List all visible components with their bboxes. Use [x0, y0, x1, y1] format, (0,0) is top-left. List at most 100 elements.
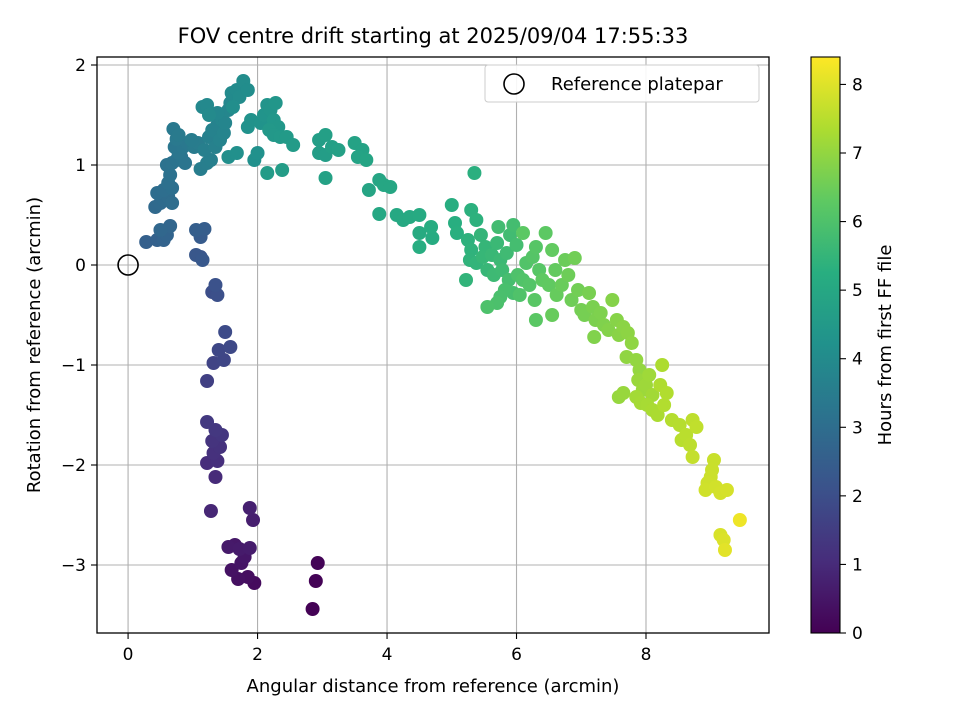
data-point — [548, 263, 563, 277]
data-point — [685, 450, 700, 464]
data-point — [616, 386, 631, 400]
data-point — [473, 228, 488, 242]
legend-marker-icon — [503, 73, 525, 95]
data-point — [218, 325, 233, 339]
y-tick-label: 0 — [75, 256, 86, 276]
colorbar: 0 1 2 3 4 5 6 7 8 Hours from first FF file — [810, 56, 896, 644]
data-point — [717, 543, 732, 557]
data-point — [383, 180, 398, 194]
data-point — [541, 278, 556, 292]
y-axis-ticks: −3 −2 −1 0 1 2 — [61, 56, 97, 576]
colorbar-tick-label: 4 — [852, 350, 863, 370]
x-tick-label: 8 — [641, 645, 652, 665]
x-tick-label: 2 — [252, 645, 263, 665]
data-point — [449, 226, 464, 240]
data-point — [211, 343, 226, 357]
x-tick-label: 0 — [123, 645, 134, 665]
data-point — [200, 415, 215, 429]
data-point — [275, 163, 290, 177]
data-point — [412, 226, 427, 240]
colorbar-tick-label: 6 — [852, 213, 863, 233]
data-point — [499, 246, 514, 260]
data-point — [229, 146, 244, 160]
data-point — [221, 540, 236, 554]
colorbar-label: Hours from first FF file — [875, 245, 896, 446]
data-point — [545, 308, 560, 322]
data-point — [512, 288, 527, 302]
data-point — [444, 198, 459, 212]
y-tick-label: 2 — [75, 56, 86, 76]
data-point — [260, 166, 275, 180]
data-point — [528, 240, 543, 254]
data-point — [425, 231, 440, 245]
data-point — [165, 196, 180, 210]
data-point — [224, 563, 239, 577]
data-point — [171, 128, 186, 142]
data-point — [246, 513, 261, 527]
data-point — [467, 166, 482, 180]
data-point — [242, 501, 257, 515]
data-point — [305, 602, 320, 616]
data-point — [318, 171, 333, 185]
colorbar-tick-label: 3 — [852, 418, 863, 438]
colorbar-tick-label: 2 — [852, 487, 863, 507]
data-point — [308, 574, 323, 588]
data-point — [522, 278, 537, 292]
data-point — [242, 541, 257, 555]
data-point — [538, 226, 553, 240]
data-point — [232, 542, 247, 556]
legend-box — [484, 64, 760, 103]
data-point — [208, 278, 223, 292]
data-point — [424, 220, 439, 234]
y-tick-label: −2 — [61, 456, 86, 476]
data-point — [491, 220, 506, 234]
data-point — [223, 340, 238, 354]
data-point — [567, 251, 582, 265]
x-axis-ticks: 0 2 4 6 8 — [123, 633, 652, 665]
data-point — [139, 235, 154, 249]
colorbar-tick-label: 8 — [852, 75, 863, 95]
data-point — [218, 116, 233, 130]
data-point — [587, 330, 602, 344]
data-point — [601, 323, 616, 337]
data-point — [659, 386, 674, 400]
data-point — [208, 470, 223, 484]
data-point — [689, 420, 704, 434]
scatter-points — [139, 74, 747, 616]
data-point — [564, 293, 579, 307]
data-point — [593, 306, 608, 320]
data-point — [359, 153, 374, 167]
data-point — [495, 263, 510, 277]
y-tick-label: −3 — [61, 556, 86, 576]
data-point — [412, 240, 427, 254]
x-tick-label: 4 — [382, 645, 393, 665]
data-point — [469, 213, 484, 227]
data-point — [310, 556, 325, 570]
data-point — [490, 236, 505, 250]
data-point — [554, 278, 569, 292]
data-point — [732, 513, 747, 527]
data-point — [672, 418, 687, 432]
legend: Reference platepar — [484, 64, 760, 103]
colorbar-tick-label: 5 — [852, 281, 863, 301]
data-point — [225, 100, 240, 114]
data-point — [268, 96, 283, 110]
data-point — [561, 268, 576, 282]
data-point — [286, 138, 301, 152]
data-point — [250, 146, 265, 160]
data-point — [480, 300, 495, 314]
data-point — [655, 358, 670, 372]
colorbar-ticks: 0 1 2 3 4 5 6 7 8 — [840, 75, 863, 644]
data-point — [545, 243, 560, 257]
data-point — [200, 374, 215, 388]
data-point — [528, 313, 543, 327]
plot-frame — [96, 56, 770, 634]
data-point — [200, 456, 215, 470]
y-axis-label: Rotation from reference (arcmin) — [24, 197, 45, 493]
data-point — [331, 143, 346, 157]
data-point — [571, 283, 586, 297]
data-point — [197, 143, 212, 157]
data-point — [372, 207, 387, 221]
data-point — [683, 438, 698, 452]
